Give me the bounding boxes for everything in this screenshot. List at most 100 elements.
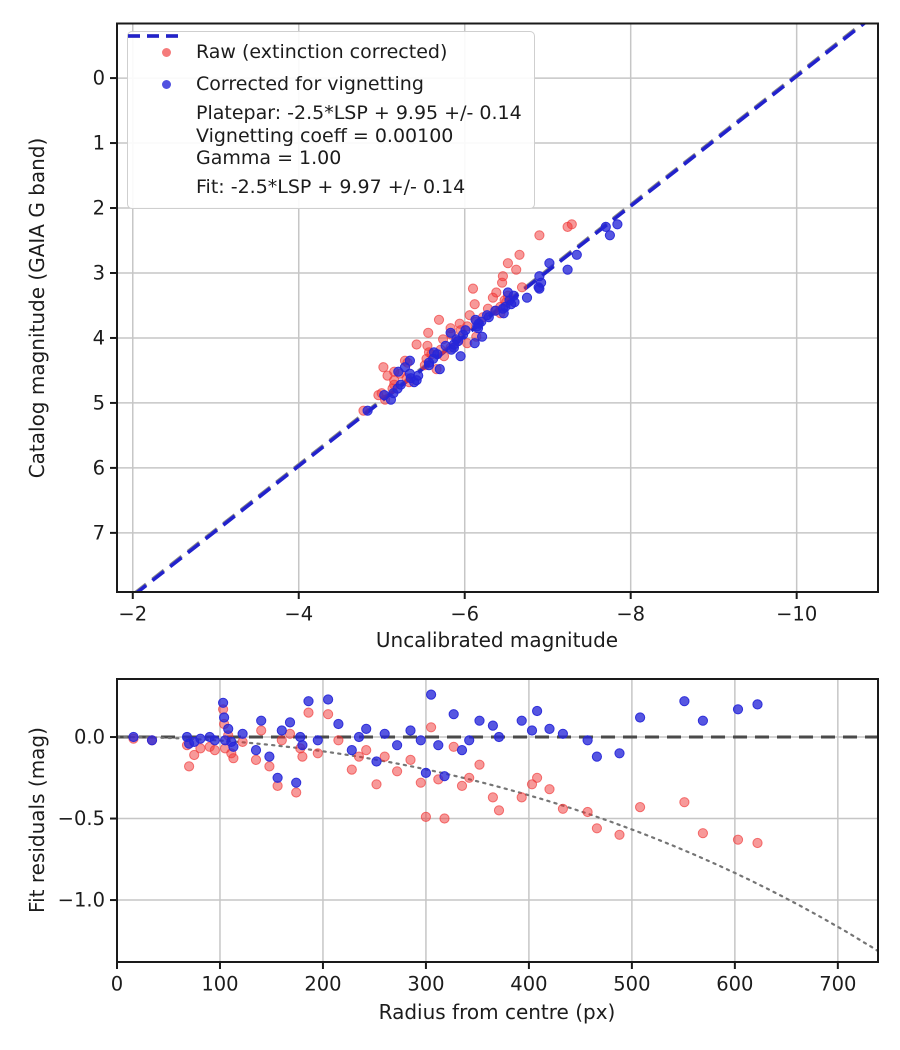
y-tick-label: 5 (93, 391, 105, 414)
data-point (439, 813, 450, 824)
data-point (456, 745, 468, 756)
data-point (614, 748, 625, 759)
data-point (534, 271, 545, 282)
data-point (361, 723, 372, 735)
data-point (256, 725, 267, 736)
data-point (448, 339, 459, 350)
data-point (209, 745, 220, 756)
y-tick-label: −1.0 (58, 889, 105, 912)
data-point (411, 339, 422, 350)
data-point (361, 745, 372, 756)
platepar-line2: Vignetting coeff = 0.00100 (196, 124, 454, 147)
data-point (128, 731, 139, 743)
series-corrected-for-vignetting (362, 219, 623, 416)
data-point (448, 709, 459, 720)
data-point (497, 303, 508, 314)
x-tick-label: 300 (407, 972, 444, 995)
data-point (521, 292, 533, 303)
y-tick-label: 2 (93, 197, 105, 220)
data-point (303, 696, 314, 707)
data-point (303, 707, 314, 718)
data-point (487, 292, 498, 303)
data-point (276, 725, 287, 736)
data-point (614, 829, 625, 840)
data-point (272, 772, 283, 783)
data-point (434, 364, 445, 375)
data-point (511, 264, 522, 275)
data-point (516, 715, 527, 726)
y-tick-label: 3 (93, 261, 105, 284)
x-tick-label: 600 (716, 972, 753, 995)
data-point (323, 694, 334, 705)
data-point (218, 697, 229, 708)
data-point (323, 709, 334, 720)
data-point (679, 797, 690, 808)
data-point (635, 712, 646, 723)
data-point (312, 748, 323, 759)
data-point (333, 735, 344, 746)
data-point (312, 735, 323, 746)
series-corrected-residuals (128, 689, 763, 788)
x-tick-label: −4 (284, 602, 313, 625)
data-point (295, 731, 306, 743)
data-point (697, 828, 709, 839)
data-point (455, 351, 466, 362)
data-point (571, 249, 582, 260)
blue-dot-marker-icon (136, 79, 196, 89)
data-point (223, 723, 234, 735)
data-point (333, 718, 344, 730)
data-point (209, 735, 220, 746)
data-point (502, 287, 513, 298)
top-xaxis-label: Uncalibrated magnitude (375, 628, 619, 652)
data-point (388, 388, 399, 399)
data-point (415, 777, 426, 788)
data-point (297, 751, 308, 762)
data-point (534, 283, 545, 294)
data-point (752, 699, 763, 710)
data-point (454, 318, 465, 329)
legend-row-fit: Fit: -2.5*LSP + 9.97 +/- 0.14 (128, 34, 522, 202)
data-point (346, 764, 357, 775)
data-point (433, 740, 444, 751)
data-point (516, 792, 527, 803)
data-point (432, 349, 443, 360)
data-point (482, 310, 493, 321)
data-point (544, 258, 555, 269)
data-point (732, 834, 744, 845)
x-tick-label: −6 (450, 602, 479, 625)
data-point (250, 745, 262, 756)
data-point (697, 715, 709, 726)
y-tick-label: 0.0 (74, 726, 105, 749)
data-point (420, 811, 431, 823)
data-point (219, 712, 230, 723)
data-point (516, 282, 528, 293)
vignetting-loss-curve (117, 735, 878, 952)
data-point (392, 766, 403, 777)
x-tick-label: 100 (201, 972, 238, 995)
x-tick-label: 400 (510, 972, 547, 995)
data-point (526, 725, 538, 736)
y-tick-label: 1 (93, 132, 105, 155)
data-point (228, 741, 239, 752)
data-point (237, 728, 248, 739)
x-tick-label: 500 (613, 972, 650, 995)
data-point (557, 728, 569, 739)
y-tick-label: −0.5 (58, 807, 105, 830)
data-point (189, 749, 200, 761)
platepar-line1: Platepar: -2.5*LSP + 9.95 +/- 0.14 (196, 102, 522, 124)
data-point (426, 722, 437, 733)
data-point (456, 780, 468, 792)
data-point (440, 340, 451, 351)
data-point (353, 731, 365, 743)
data-point (562, 264, 573, 275)
data-point (472, 323, 484, 334)
data-point (591, 751, 603, 762)
legend-label-raw: Raw (extinction corrected) (196, 40, 448, 63)
data-point (382, 370, 393, 381)
x-tick-label: 700 (819, 972, 856, 995)
data-point (371, 779, 382, 790)
data-point (422, 340, 433, 351)
data-point (732, 704, 744, 715)
